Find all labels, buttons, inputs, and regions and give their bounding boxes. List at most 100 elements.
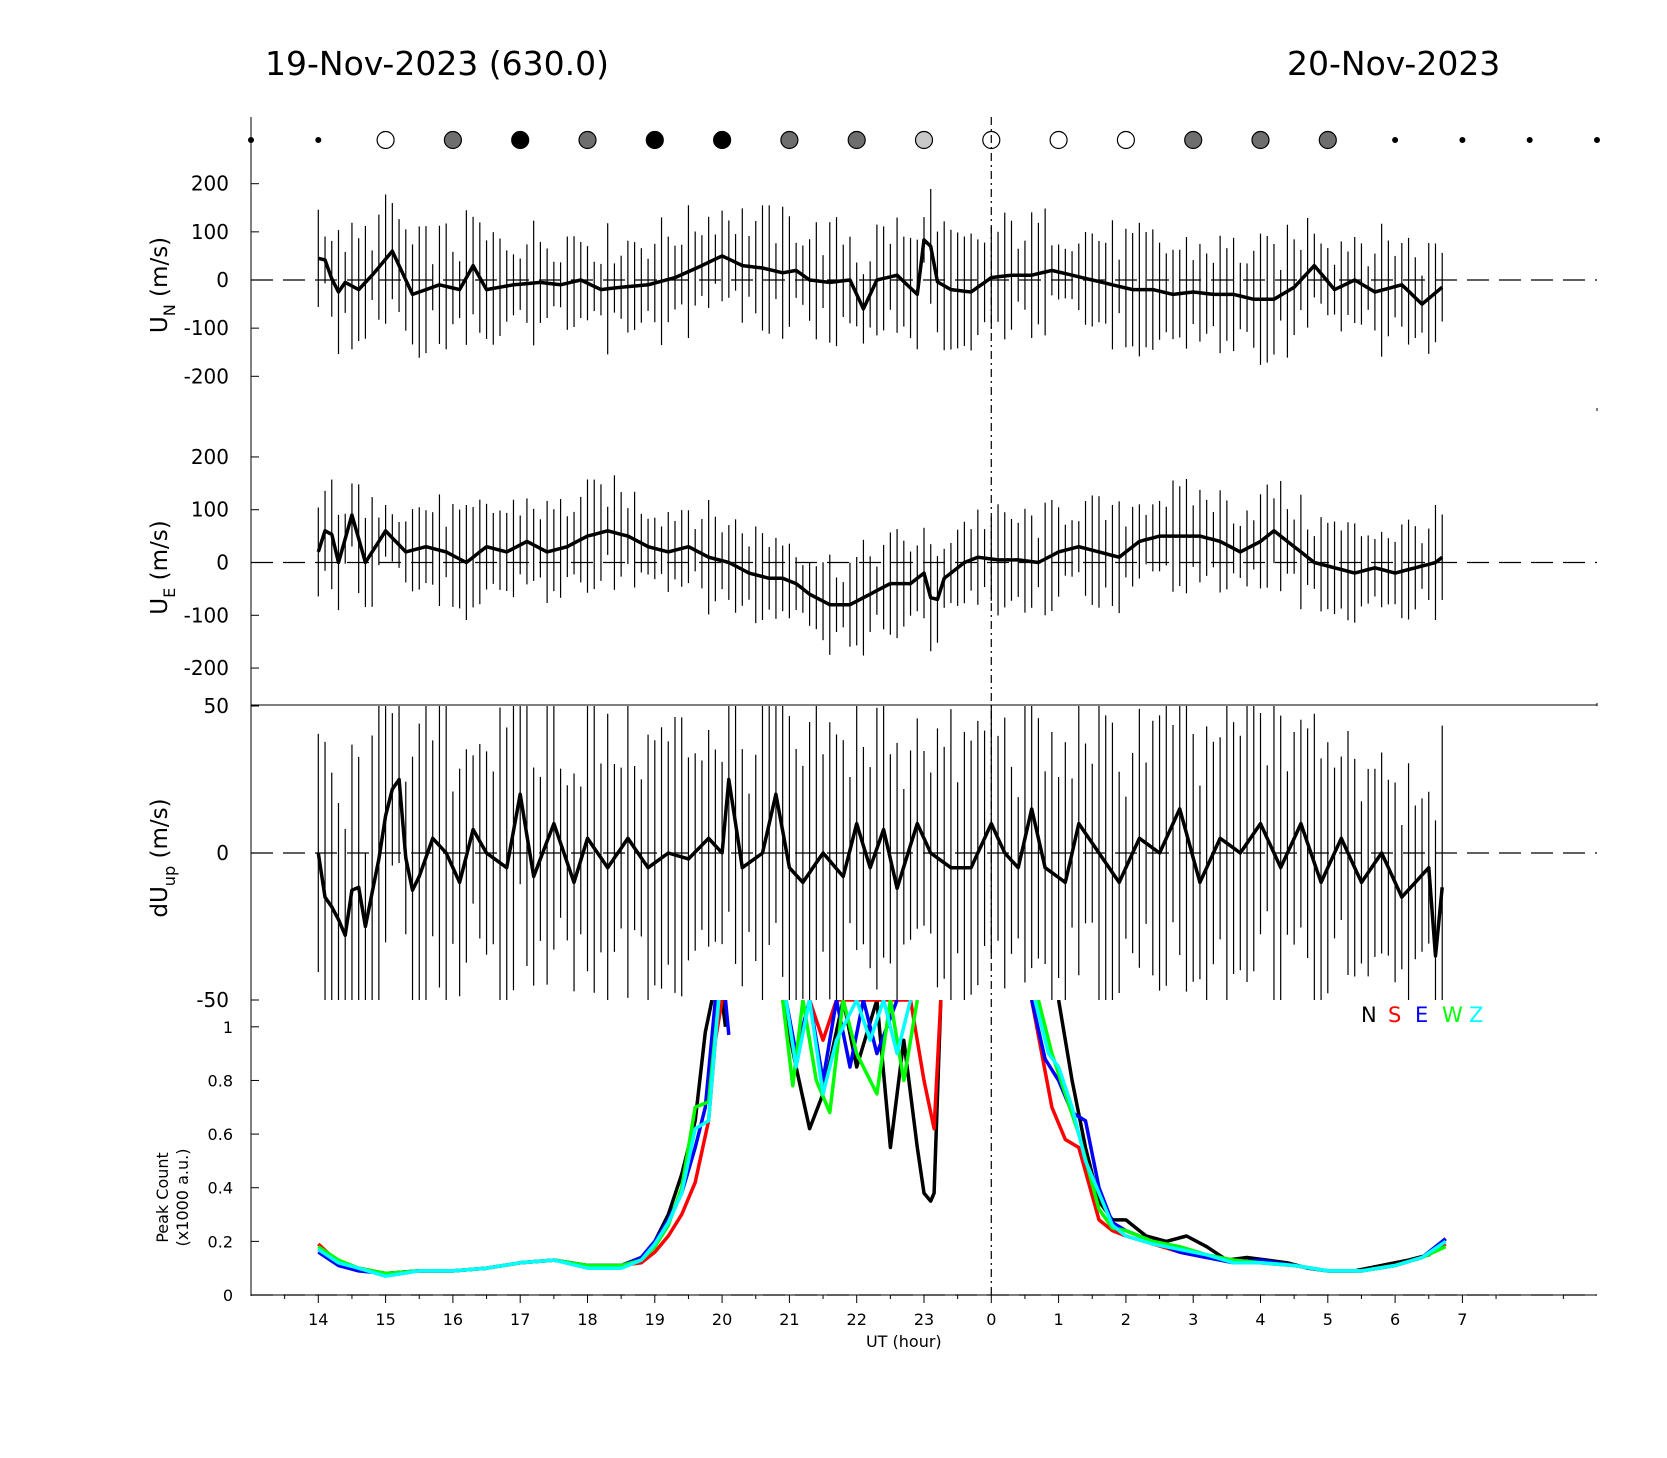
y-axis-label-line2: (x1000 a.u.) bbox=[173, 1149, 192, 1247]
peak-series-N bbox=[317, 1000, 714, 1276]
x-tick-label: 3 bbox=[1188, 1310, 1198, 1329]
x-axis-label: UT (hour) bbox=[866, 1332, 942, 1351]
y-label-base: U bbox=[147, 598, 173, 615]
y-tick-label: 0.6 bbox=[208, 1125, 233, 1144]
x-tick-label: 20 bbox=[712, 1310, 732, 1329]
moon-dot bbox=[315, 137, 322, 143]
moon-marker bbox=[1049, 130, 1068, 150]
y-tick-label: 0 bbox=[216, 268, 229, 292]
y-axis-label: UN (m/s) bbox=[147, 237, 179, 333]
wind-series-line bbox=[317, 238, 1444, 311]
y-tick-label: -200 bbox=[184, 656, 229, 680]
y-tick-label: 50 bbox=[204, 694, 229, 718]
figure-axes: 14 15 16 17 18 19 20 21 22 23 0 1 2 3 4 5 6 7UT (hour) bbox=[250, 117, 1597, 1351]
y-label-unit: (m/s) bbox=[147, 520, 173, 587]
moon-marker bbox=[1251, 130, 1270, 150]
moon-marker bbox=[847, 130, 866, 150]
moon-phase-row bbox=[248, 130, 1600, 150]
peak-series-group bbox=[317, 1000, 1447, 1278]
y-tick-label: 0 bbox=[223, 1286, 233, 1305]
moon-marker bbox=[1318, 130, 1337, 150]
y-axis-label-line1: Peak Count bbox=[153, 1152, 172, 1243]
moon-dot bbox=[1594, 137, 1600, 143]
wind-series-line bbox=[316, 777, 1444, 958]
x-tick-label: 18 bbox=[577, 1310, 597, 1329]
peak-series-N bbox=[780, 1000, 943, 1203]
x-tick-label: 19 bbox=[645, 1310, 665, 1329]
x-tick-label: 6 bbox=[1390, 1310, 1400, 1329]
moon-marker bbox=[376, 130, 395, 150]
y-tick-label: 200 bbox=[191, 445, 229, 469]
y-tick-label: 0 bbox=[216, 841, 229, 865]
error-bars bbox=[317, 188, 1443, 365]
y-tick-label: 1 bbox=[223, 1018, 233, 1037]
y-tick-label: 100 bbox=[191, 498, 229, 522]
y-tick-label: 0.2 bbox=[208, 1232, 233, 1251]
legend-item-N: N bbox=[1361, 1003, 1377, 1027]
peak-series-W bbox=[1036, 1000, 1447, 1273]
x-tick-label: 5 bbox=[1323, 1310, 1333, 1329]
figure-title-right: 20-Nov-2023 bbox=[1287, 44, 1501, 83]
x-tick-label: 0 bbox=[986, 1310, 996, 1329]
y-label-subscript: E bbox=[160, 588, 179, 598]
moon-dot bbox=[1526, 137, 1533, 143]
peak-series-Z bbox=[317, 1000, 721, 1278]
moon-marker bbox=[511, 130, 530, 150]
error-bars bbox=[317, 475, 1443, 656]
moon-marker bbox=[1184, 130, 1203, 150]
x-tick-label: 7 bbox=[1457, 1310, 1467, 1329]
x-tick-label: 16 bbox=[443, 1310, 463, 1329]
x-tick-label: 21 bbox=[779, 1310, 799, 1329]
peak-series-E bbox=[723, 1000, 731, 1036]
y-label-subscript: up bbox=[160, 866, 179, 886]
y-label-unit: (m/s) bbox=[147, 798, 173, 865]
y-tick-label: -200 bbox=[184, 364, 229, 388]
y-axis-label-text: UE (m/s) bbox=[147, 520, 179, 614]
peak-series-S bbox=[807, 1000, 943, 1131]
y-tick-label: -100 bbox=[184, 316, 229, 340]
wind-series-line bbox=[316, 513, 1444, 607]
figure-title-left: 19-Nov-2023 (630.0) bbox=[265, 44, 610, 83]
panel-peak-count: 1 0.8 0.6 0.4 0.2 0 N S E W Z Peak Count (x1000 a.u.… bbox=[153, 1000, 1597, 1305]
y-tick-label: 0.4 bbox=[208, 1179, 233, 1198]
y-tick-label: 200 bbox=[191, 172, 229, 196]
moon-marker bbox=[914, 130, 934, 150]
y-tick-label: 100 bbox=[191, 220, 229, 244]
y-tick-label: -100 bbox=[184, 603, 229, 627]
moon-marker bbox=[578, 130, 597, 150]
legend-item-E: E bbox=[1415, 1003, 1428, 1027]
peak-series-E bbox=[317, 1000, 718, 1276]
moon-marker bbox=[712, 130, 732, 150]
peak-series-Z bbox=[1033, 1000, 1447, 1273]
x-tick-label: 14 bbox=[308, 1310, 328, 1329]
y-axis-label: UE (m/s) bbox=[147, 520, 179, 614]
x-tick-label: 1 bbox=[1054, 1310, 1064, 1329]
moon-marker bbox=[645, 130, 664, 150]
y-label-unit: (m/s) bbox=[147, 237, 173, 304]
legend-item-Z: Z bbox=[1469, 1003, 1483, 1027]
y-label-base: dU bbox=[147, 886, 173, 917]
moon-dot bbox=[1459, 137, 1466, 143]
panel-wind-vertical: 50 0 -50 dUup (m/s) bbox=[147, 694, 1597, 1012]
moon-marker bbox=[780, 130, 799, 150]
moon-marker bbox=[443, 130, 462, 150]
panel-wind-north: 200 100 0 -100 -200 UN (m/s) bbox=[147, 172, 1598, 411]
x-tick-label: 15 bbox=[375, 1310, 395, 1329]
y-axis-label: Peak Count (x1000 a.u.) bbox=[153, 1149, 192, 1247]
moon-dot bbox=[1392, 137, 1399, 143]
x-tick-label: 4 bbox=[1255, 1310, 1265, 1329]
x-tick-label: 2 bbox=[1121, 1310, 1131, 1329]
panel-wind-east: 200 100 0 -100 -200 UE (m/s) bbox=[147, 445, 1598, 706]
x-tick-label: 17 bbox=[510, 1310, 530, 1329]
y-label-subscript: N bbox=[160, 304, 179, 316]
y-axis-label: dUup (m/s) bbox=[147, 798, 179, 917]
y-label-base: U bbox=[147, 316, 173, 333]
y-tick-label: -50 bbox=[196, 988, 229, 1012]
y-axis-label-text: UN (m/s) bbox=[147, 237, 179, 333]
legend-item-S: S bbox=[1388, 1003, 1401, 1027]
x-tick-label: 22 bbox=[847, 1310, 867, 1329]
peak-series-W bbox=[780, 1000, 920, 1115]
y-tick-label: 0.8 bbox=[208, 1071, 233, 1090]
